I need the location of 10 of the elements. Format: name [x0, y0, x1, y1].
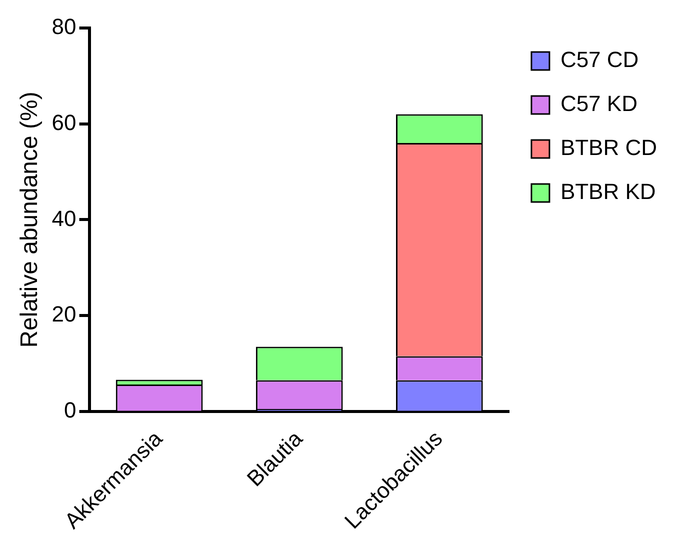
legend-label: BTBR KD — [560, 179, 656, 204]
y-tick-label: 20 — [52, 302, 76, 327]
y-tick-label: 60 — [52, 110, 76, 135]
legend-label: C57 KD — [560, 91, 638, 116]
y-axis-title: Relative abundance (%) — [16, 92, 44, 348]
legend-label: C57 CD — [560, 47, 639, 72]
y-tick-label: 40 — [52, 206, 76, 231]
y-tick-label: 0 — [64, 397, 76, 422]
legend-label: BTBR CD — [560, 135, 657, 160]
y-tick-label: 80 — [52, 14, 76, 40]
